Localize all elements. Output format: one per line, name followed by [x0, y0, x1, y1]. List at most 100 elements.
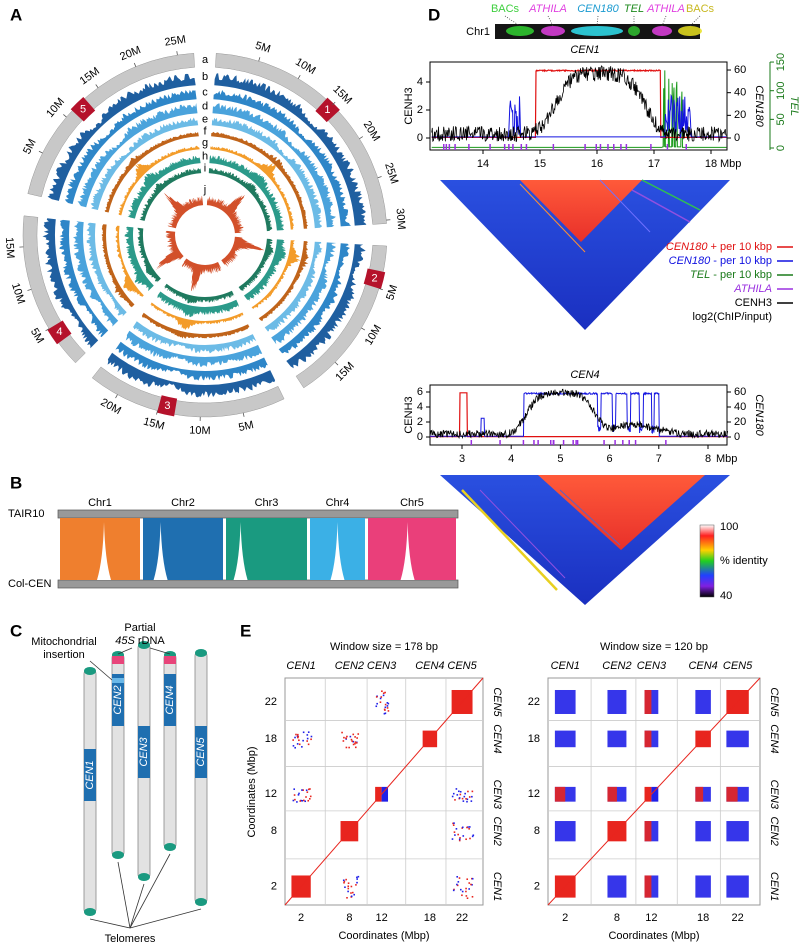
axis-title: Coordinates (Mbp) [338, 930, 429, 942]
dot [459, 888, 462, 891]
dot [349, 735, 352, 738]
dot [301, 746, 303, 748]
dot [375, 696, 378, 698]
dot [350, 885, 353, 888]
dot [454, 834, 456, 836]
tick-mark [63, 114, 67, 118]
centromere-label: CEN5 [195, 736, 207, 766]
tick-label: 18 [697, 912, 709, 924]
track-letter: b [202, 71, 208, 83]
dot [292, 745, 295, 747]
centromere [138, 726, 150, 778]
tick-mark [297, 75, 301, 79]
telomere [84, 667, 96, 675]
tick-mark [359, 136, 364, 140]
circos-track [104, 132, 199, 213]
track-letter: e [202, 113, 208, 125]
dot [308, 798, 311, 800]
dot-block [726, 730, 749, 748]
dot [382, 694, 385, 697]
dot [470, 800, 473, 802]
dot [294, 798, 296, 801]
dot [471, 835, 474, 838]
annotation-text: rDNA [135, 635, 166, 647]
dot [471, 895, 474, 898]
tick-mark [176, 51, 178, 56]
centromere-box [70, 97, 96, 122]
legend-text: - per 10 kbp [710, 269, 772, 281]
dot [468, 796, 471, 798]
dot [302, 789, 304, 791]
dot [458, 838, 461, 841]
chromosome-number: 1 [324, 104, 330, 116]
tick-label: 2 [562, 912, 568, 924]
heatmap-band [479, 489, 566, 579]
dot [306, 740, 308, 742]
dot-block [695, 689, 711, 714]
dot [294, 746, 296, 749]
pointer [89, 660, 113, 681]
tick-label: 5M [254, 40, 272, 56]
dot-block [695, 786, 704, 802]
panel-label: D [428, 5, 440, 24]
dot [297, 794, 300, 796]
tick-label: 0 [775, 145, 787, 151]
row-label: CEN4 [768, 724, 780, 753]
dot [461, 826, 464, 829]
dot [453, 822, 455, 824]
tick-label: 12 [645, 912, 657, 924]
dot [465, 895, 468, 897]
chromosome-number: 5 [80, 103, 86, 115]
tick-label: 20M [361, 119, 383, 144]
dot [308, 788, 310, 791]
dot [471, 795, 473, 798]
chromosome-ring [295, 244, 387, 389]
row-label: CEN3 [491, 780, 503, 810]
tick-mark [156, 410, 158, 415]
dot [351, 891, 354, 894]
dot-block [651, 786, 659, 802]
column-label: CEN5 [723, 660, 753, 672]
dot [346, 896, 348, 899]
dot [357, 733, 360, 735]
dot [292, 739, 294, 741]
dot [376, 702, 378, 705]
chromosome-number: 3 [164, 400, 170, 412]
dot [466, 798, 469, 801]
centromere-label: CEN1 [84, 760, 96, 789]
dot [455, 788, 458, 790]
dot [298, 792, 300, 795]
dot [353, 893, 355, 896]
dot [465, 887, 467, 890]
pointer [149, 647, 171, 655]
dot-block [726, 821, 749, 842]
dot-block [607, 689, 627, 714]
dot [297, 735, 300, 738]
track-letter: g [202, 137, 208, 149]
tick-label: 2 [417, 104, 423, 116]
dot [456, 794, 459, 796]
axis-title: CEN180 [753, 85, 765, 127]
dot [298, 739, 300, 742]
tick-label: 18 [265, 733, 277, 745]
dot [459, 837, 461, 839]
plot-title: Window size = 120 bp [600, 641, 708, 653]
dot [306, 734, 309, 736]
genome-bar [57, 509, 459, 519]
dot [354, 741, 357, 743]
circos-track [278, 243, 350, 354]
dot [302, 799, 305, 802]
dot [343, 881, 345, 884]
scale-label: 40 [720, 590, 732, 602]
annotation: Partial [124, 622, 155, 634]
tick-label: 5 [557, 453, 563, 465]
row-label: CEN1 [768, 872, 780, 901]
dot [382, 692, 385, 695]
dot [292, 799, 295, 802]
tick-mark [258, 57, 261, 62]
dot [343, 736, 345, 739]
row-label: CEN5 [768, 687, 780, 717]
dot [463, 795, 466, 798]
dot [343, 880, 346, 883]
chromosome-label: Chr1 [466, 26, 490, 38]
